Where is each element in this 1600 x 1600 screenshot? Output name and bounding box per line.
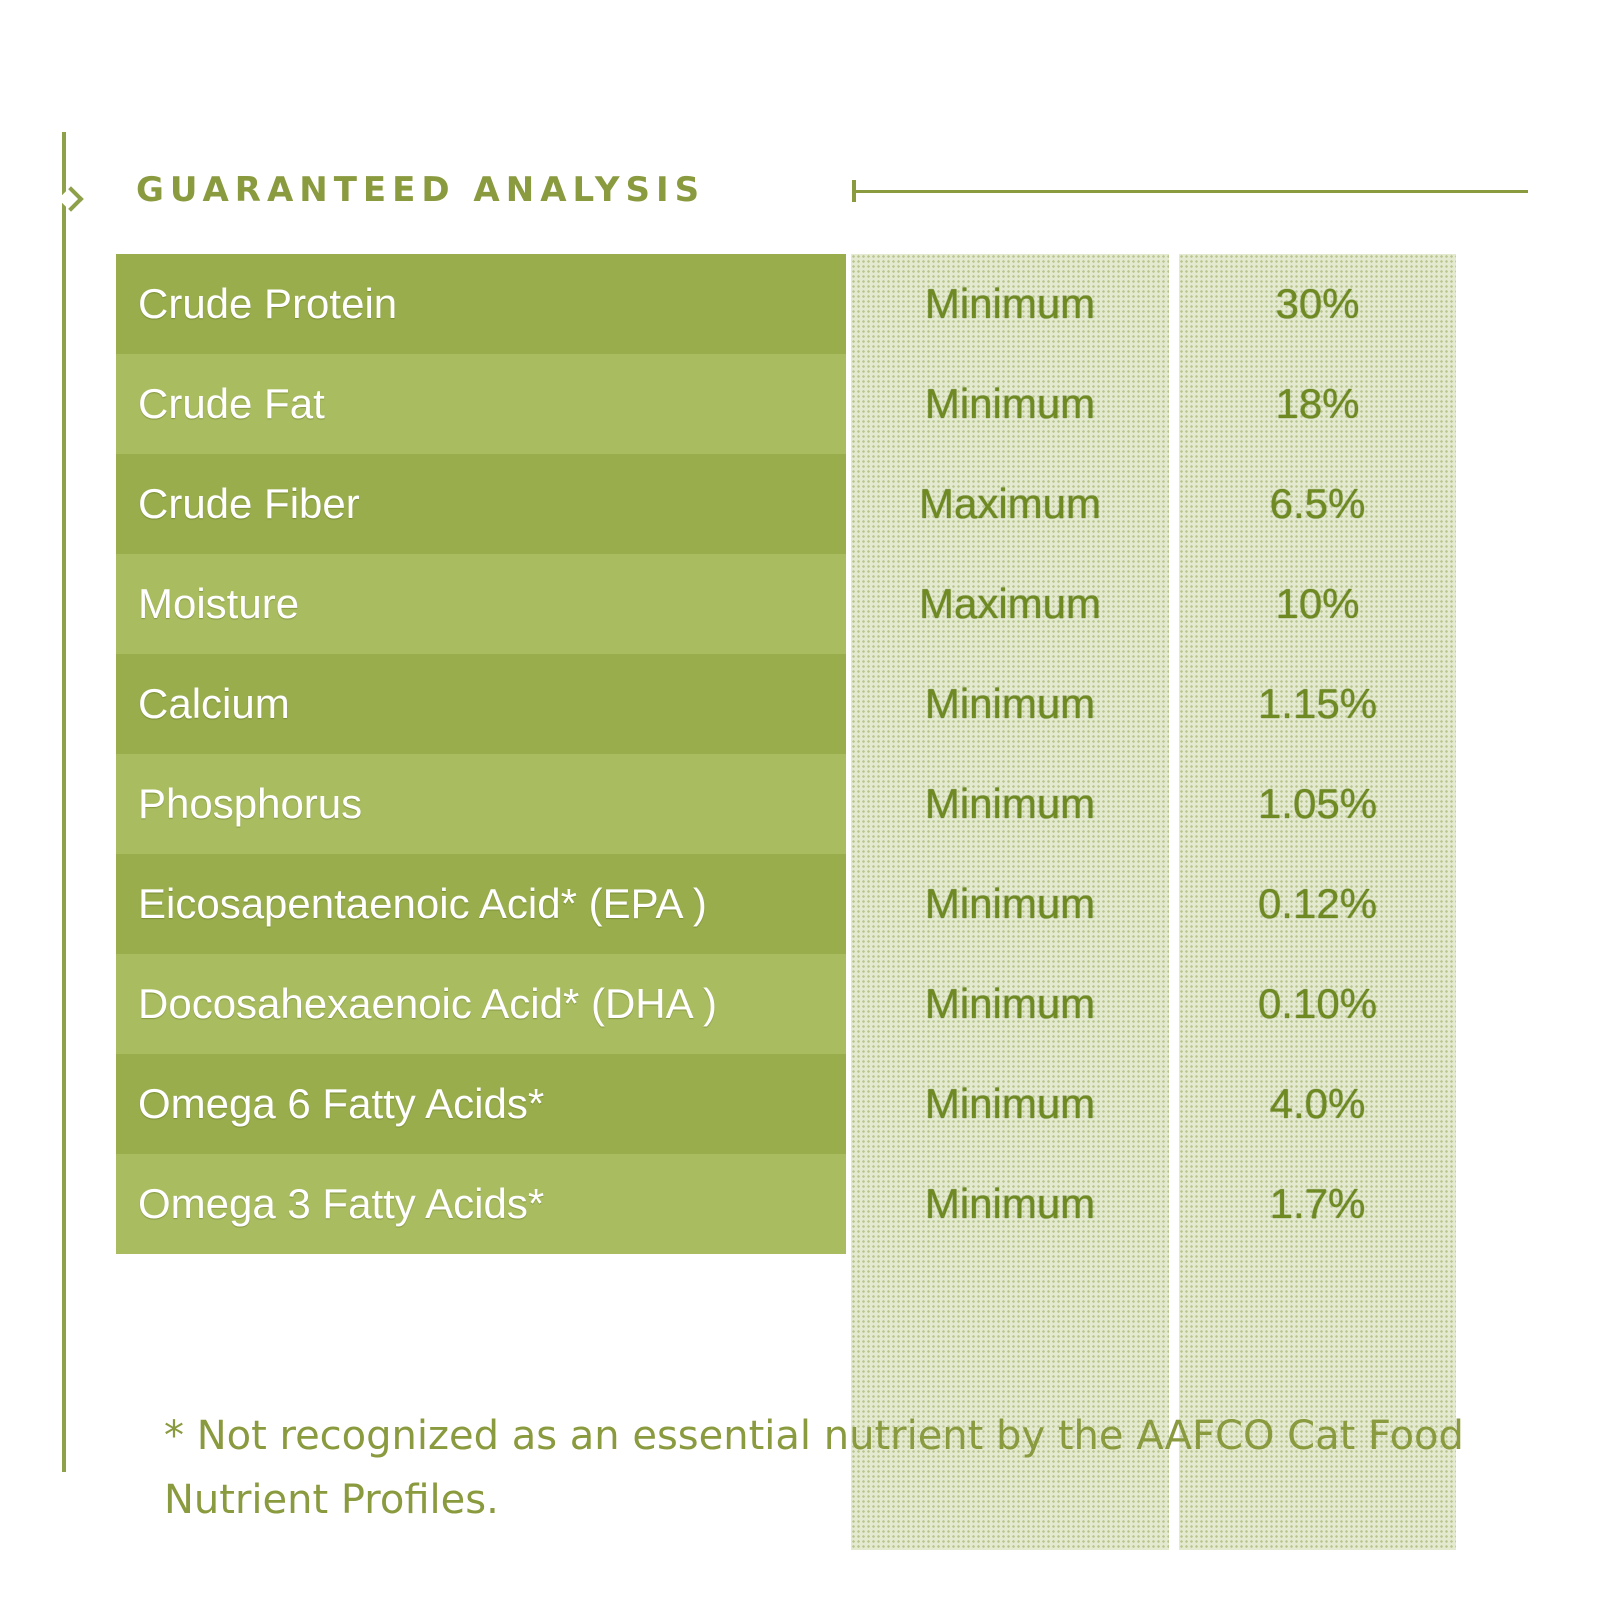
qualifier-cell: Maximum xyxy=(851,554,1169,654)
qualifier-cell: Minimum xyxy=(851,1054,1169,1154)
qualifier-cell: Minimum xyxy=(851,654,1169,754)
value-text: 10% xyxy=(1275,580,1360,627)
table-row: Docosahexaenoic Acid* (DHA ) xyxy=(116,954,846,1054)
footnote: * Not recognized as an essential nutrien… xyxy=(164,1413,1464,1523)
table-row: Crude Fat xyxy=(116,354,846,454)
value-column: 30% 18% 6.5% 10% 1.15% 1.05% 0.12% 0.10%… xyxy=(1179,254,1456,1550)
nutrient-name: Eicosapentaenoic Acid* (EPA ) xyxy=(138,880,707,927)
qualifier-text: Minimum xyxy=(924,980,1096,1027)
nutrient-name: Calcium xyxy=(138,680,290,727)
qualifier-text: Minimum xyxy=(924,280,1096,327)
table-row: Crude Protein xyxy=(116,254,846,354)
qualifier-cell: Minimum xyxy=(851,954,1169,1054)
table-row: Omega 6 Fatty Acids* xyxy=(116,1054,846,1154)
qualifier-text: Minimum xyxy=(924,380,1096,427)
qualifier-cell: Maximum xyxy=(851,454,1169,554)
section-title: GUARANTEED ANALYSIS xyxy=(136,170,706,210)
value-cell: 1.7% xyxy=(1179,1154,1456,1254)
table-row: Eicosapentaenoic Acid* (EPA ) xyxy=(116,854,846,954)
value-cell: 10% xyxy=(1179,554,1456,654)
value-text: 1.15% xyxy=(1257,680,1378,727)
title-rule-tick xyxy=(852,180,856,202)
nutrient-column: Crude Protein Crude Fat Crude Fiber Mois… xyxy=(116,254,846,1550)
value-cell: 6.5% xyxy=(1179,454,1456,554)
nutrient-name: Phosphorus xyxy=(138,780,363,827)
panel-notch-decoration xyxy=(58,186,84,212)
qualifier-cell: Minimum xyxy=(851,1154,1169,1254)
qualifier-cell: Minimum xyxy=(851,254,1169,354)
qualifier-text: Minimum xyxy=(924,680,1096,727)
table-row: Phosphorus xyxy=(116,754,846,854)
table-row: Omega 3 Fatty Acids* xyxy=(116,1154,846,1254)
value-text: 0.10% xyxy=(1257,980,1378,1027)
value-text: 30% xyxy=(1275,280,1360,327)
qualifier-text: Minimum xyxy=(924,780,1096,827)
nutrient-name: Moisture xyxy=(138,580,300,627)
table-row: Moisture xyxy=(116,554,846,654)
value-text: 0.12% xyxy=(1257,880,1378,927)
nutrient-name: Crude Fiber xyxy=(138,480,360,527)
qualifier-text: Minimum xyxy=(924,880,1096,927)
qualifier-cell: Minimum xyxy=(851,854,1169,954)
qualifier-text: Minimum xyxy=(924,1180,1096,1227)
value-text: 4.0% xyxy=(1269,1080,1366,1127)
value-text: 6.5% xyxy=(1269,480,1366,527)
qualifier-cell: Minimum xyxy=(851,354,1169,454)
nutrient-name: Crude Protein xyxy=(138,280,398,327)
nutrient-name: Docosahexaenoic Acid* (DHA ) xyxy=(138,980,717,1027)
qualifier-text: Maximum xyxy=(918,480,1101,527)
value-cell: 4.0% xyxy=(1179,1054,1456,1154)
value-cell: 1.05% xyxy=(1179,754,1456,854)
qualifier-text: Maximum xyxy=(918,580,1101,627)
value-cell: 30% xyxy=(1179,254,1456,354)
value-text: 1.7% xyxy=(1269,1180,1366,1227)
value-cell: 18% xyxy=(1179,354,1456,454)
nutrient-name: Crude Fat xyxy=(138,380,325,427)
qualifier-column: Minimum Minimum Maximum Maximum Minimum … xyxy=(851,254,1169,1550)
value-text: 18% xyxy=(1275,380,1360,427)
table-row: Calcium xyxy=(116,654,846,754)
nutrient-name: Omega 6 Fatty Acids* xyxy=(138,1080,545,1127)
qualifier-text: Minimum xyxy=(924,1080,1096,1127)
value-cell: 0.12% xyxy=(1179,854,1456,954)
guaranteed-analysis-table: Crude Protein Crude Fat Crude Fiber Mois… xyxy=(116,254,1464,1550)
qualifier-cell: Minimum xyxy=(851,754,1169,854)
value-text: 1.05% xyxy=(1257,780,1378,827)
analysis-panel: GUARANTEED ANALYSIS Crude Protein Crude … xyxy=(58,132,1528,1550)
title-rule xyxy=(856,190,1528,193)
value-cell: 1.15% xyxy=(1179,654,1456,754)
table-row: Crude Fiber xyxy=(116,454,846,554)
nutrient-name: Omega 3 Fatty Acids* xyxy=(138,1180,545,1227)
value-cell: 0.10% xyxy=(1179,954,1456,1054)
